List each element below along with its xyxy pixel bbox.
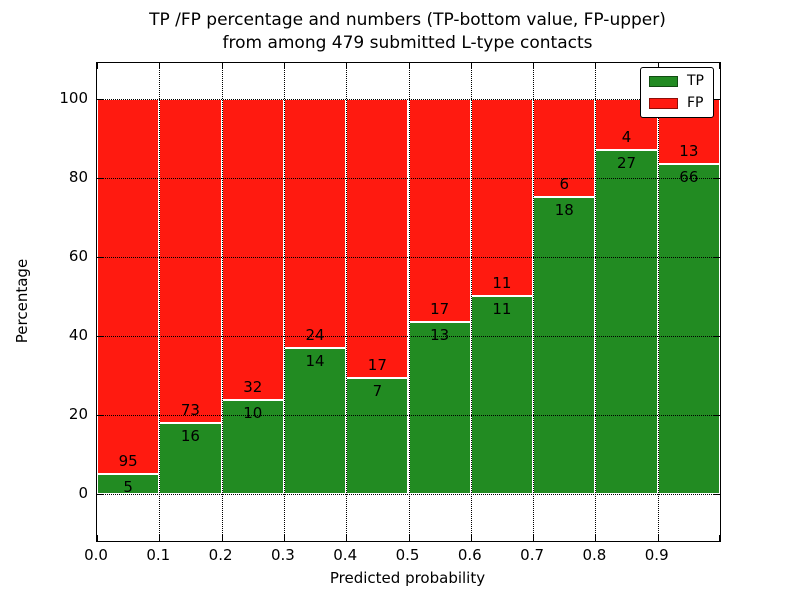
tp-count-label: 27: [617, 153, 637, 172]
tp-count-label: 11: [492, 300, 512, 319]
tp-color-swatch: [649, 76, 678, 87]
bars-layer: [97, 63, 720, 541]
bar-segment-tp: [408, 322, 471, 494]
plot-area: 95 5 73 16 32 10 24 14 17 7 17 13 11 11 6 18 4 27 13 66 TP …: [96, 62, 721, 542]
x-tick-label: 0.6: [457, 546, 482, 564]
tp-count-label: 16: [180, 426, 200, 445]
bar-segment-fp: [159, 98, 222, 423]
bar-segment-fp: [533, 98, 596, 198]
y-tick-label: 20: [68, 404, 88, 423]
y-tick-label: 100: [59, 88, 88, 107]
x-tick-label: 0.7: [520, 546, 545, 564]
bar-value-labels-layer: 95 5 73 16 32 10 24 14 17 7 17 13 11 11 6 18 4 27 13 66: [97, 63, 720, 541]
tp-count-label: 14: [305, 352, 325, 371]
chart-title-line1: TP /FP percentage and numbers (TP-bottom…: [149, 10, 666, 30]
fp-count-label: 17: [430, 300, 450, 319]
x-tick-label: 0.0: [84, 546, 108, 564]
x-tick-label: 0.9: [644, 546, 669, 564]
tp-count-label: 13: [430, 326, 450, 345]
x-tick-mark: [97, 63, 98, 69]
fp-count-label: 32: [243, 377, 263, 396]
bar-segment-fp: [97, 98, 160, 474]
fp-count-label: 4: [621, 127, 632, 146]
x-tick-mark: [97, 535, 98, 541]
bar-segment-fp: [283, 98, 347, 349]
bar-segment-fp: [346, 98, 409, 379]
fp-count-label: 11: [492, 274, 512, 293]
x-tick-label: 0.3: [270, 546, 295, 564]
x-axis-label: Predicted probability: [329, 569, 486, 587]
tp-count-label: 18: [554, 201, 574, 220]
tp-count-label: 10: [243, 403, 263, 422]
y-tick-label: 0: [78, 483, 88, 502]
fp-count-label: 24: [305, 326, 325, 345]
x-tick-mark: [719, 535, 720, 541]
y-tick-label: 80: [68, 167, 88, 186]
legend: TP FP: [640, 67, 714, 118]
legend-entry-fp: FP: [649, 96, 704, 111]
x-tick-label: 0.4: [333, 546, 358, 564]
tp-count-label: 7: [372, 382, 383, 401]
x-tick-label: 0.8: [582, 546, 607, 564]
legend-entry-tp: TP: [649, 74, 704, 89]
fp-color-swatch: [649, 98, 678, 109]
bar-segment-tp: [97, 473, 160, 494]
bar-segment-tp: [533, 197, 596, 494]
x-tick-mark: [719, 63, 720, 69]
y-tick-label: 60: [68, 246, 88, 265]
bar-segment-tp: [470, 296, 534, 494]
bar-segment-tp: [346, 378, 409, 494]
y-tick-label: 40: [68, 325, 88, 344]
legend-label-fp: FP: [687, 95, 704, 111]
bar-segment-tp: [159, 422, 222, 494]
tp-count-label: 66: [679, 167, 699, 186]
chart-title-line2: from among 479 submitted L-type contacts: [222, 33, 593, 53]
legend-label-tp: TP: [687, 73, 704, 89]
fp-count-label: 95: [118, 451, 138, 470]
bar-segment-tp: [657, 163, 720, 494]
fp-count-label: 6: [559, 175, 570, 194]
fp-count-label: 73: [180, 400, 200, 419]
x-tick-label: 0.1: [146, 546, 171, 564]
fp-count-label: 13: [679, 141, 699, 160]
x-tick-label: 0.5: [395, 546, 420, 564]
fp-count-label: 17: [367, 356, 387, 375]
tp-count-label: 5: [123, 477, 133, 496]
x-tick-label: 0.2: [208, 546, 233, 564]
y-axis-label: Percentage: [13, 258, 31, 344]
